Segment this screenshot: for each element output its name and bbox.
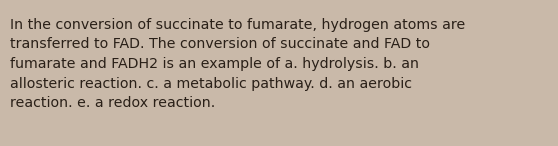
Text: In the conversion of succinate to fumarate, hydrogen atoms are
transferred to FA: In the conversion of succinate to fumara… xyxy=(10,18,465,110)
